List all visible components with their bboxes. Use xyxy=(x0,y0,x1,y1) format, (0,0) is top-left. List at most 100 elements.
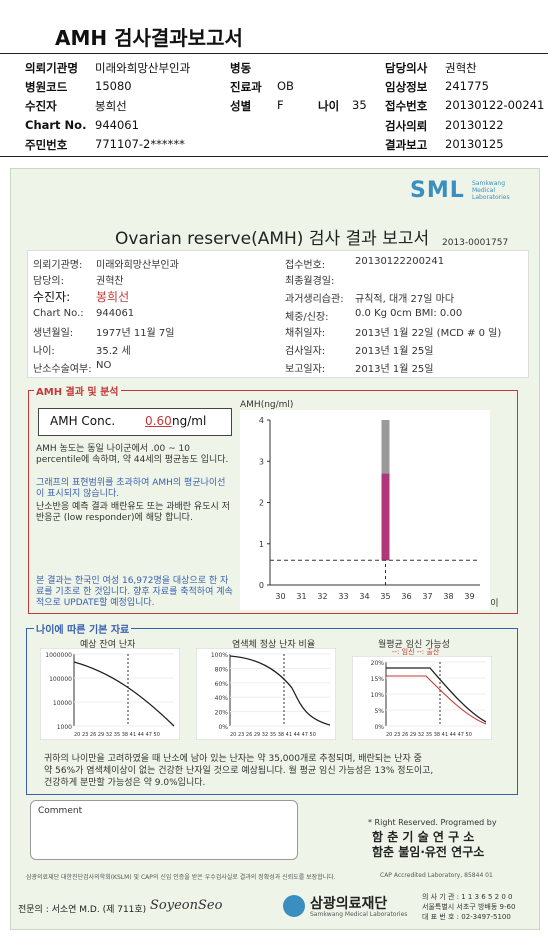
amh-conc-unit: ng/ml xyxy=(172,414,207,428)
field-value: 944061 xyxy=(95,118,139,132)
field-value: 771107-2****** xyxy=(95,137,185,151)
chart2-title: 염색체 정상 난자 비율 xyxy=(232,640,316,650)
info-value: 미래와희망산부인과 xyxy=(96,260,179,271)
y-tick-label: 0% xyxy=(374,724,384,731)
summary-line-2: 약 56%가 염색체이상이 없는 건강한 난자일 것으로 예상됩니다. 월 평균… xyxy=(44,766,434,776)
chart3-title: 월평균 임신 가능성 xyxy=(378,640,450,650)
field-label: 결과보고 xyxy=(385,138,428,152)
foundation-name: 삼광의료재단 xyxy=(310,896,388,912)
x-tick-label: 38 xyxy=(443,592,453,601)
chart-background xyxy=(240,410,490,610)
curve xyxy=(73,661,175,727)
summary-line-3: 건강하게 분만할 가능성은 약 9.0%입니다. xyxy=(44,778,206,788)
amh-conc-box xyxy=(38,408,232,436)
comment-box xyxy=(30,800,298,860)
y-tick-label: 20% xyxy=(215,710,229,717)
info-label: 보고일자: xyxy=(285,364,326,375)
field-value: 권혁찬 xyxy=(445,61,477,75)
info-label: 나이: xyxy=(33,346,55,357)
pregnancy-rate-chart: 20% 15% 10% 5% 0%20 23 26 29 32 35 38 41 44 … xyxy=(352,656,492,740)
amh-conc-label: AMH Conc. xyxy=(50,414,116,428)
info-label: 최종월경일: xyxy=(285,276,335,287)
info-value: 944061 xyxy=(96,308,135,319)
y-tick-label: 100% xyxy=(211,652,228,659)
field-value: 20130125 xyxy=(445,137,504,151)
field-label: 수진자 xyxy=(25,99,57,113)
y-tick-label: 0 xyxy=(259,581,264,590)
field-value: 15080 xyxy=(95,79,132,93)
x-tick-label: 36 xyxy=(401,592,411,601)
curve xyxy=(386,667,487,723)
info-value: 2013년 1월 25일 xyxy=(355,364,434,375)
chart-background xyxy=(196,648,336,740)
y-tick-label: 40% xyxy=(215,695,229,702)
info-label: 검사일자: xyxy=(285,346,326,357)
org-name-2: 함춘 불임·유전 연구소 xyxy=(372,845,485,859)
field-label: 임상정보 xyxy=(385,80,428,94)
info-value: NO xyxy=(96,360,112,371)
y-tick-label: 10000 xyxy=(53,700,72,707)
normal-chromosome-chart: 100% 80% 60% 40% 20% 0%20 23 26 29 32 35 38 4… xyxy=(196,648,336,740)
chart3-legend: --: 임신 --: 출산 xyxy=(392,648,440,656)
y-tick-label: 4 xyxy=(259,416,264,425)
contact-info: 의 사 기 관 : 1 1 3 6 5 2 0 0 서울특별시 서초구 방배동 9… xyxy=(422,893,516,921)
summary-line-1: 귀하의 나이만을 고려하였을 때 난소에 남아 있는 난자는 약 35,000개… xyxy=(44,754,422,764)
info-value: 2013년 1월 25일 xyxy=(355,346,434,357)
sml-logo: SML xyxy=(410,178,465,203)
x-tick-label: 34 xyxy=(359,592,369,601)
field-label: 접수번호 xyxy=(385,99,428,113)
info-label: 담당의: xyxy=(33,276,64,287)
y-tick-label: 3 xyxy=(259,457,264,466)
logo-subtitle: Samkwang Medical Laboratories xyxy=(472,180,510,201)
amh-response-prediction: 난소반응 예측 결과 배란유도 또는 과배란 유도시 저반응군 (low res… xyxy=(36,502,230,523)
report-title: Ovarian reserve(AMH) 검사 결과 보고서 xyxy=(115,229,430,249)
x-tick-labels: 20 23 26 29 32 35 38 41 44 47 50 xyxy=(230,732,316,738)
info-label: Chart No.: xyxy=(33,308,84,319)
y-tick-label: 100000 xyxy=(49,676,72,683)
amh-conc-value: 0.60 xyxy=(145,414,172,428)
info-value: 1977년 11월 7일 xyxy=(96,328,175,339)
info-label: 접수번호: xyxy=(285,260,326,271)
info-value: 35.2 세 xyxy=(96,346,131,357)
x-tick-label: 33 xyxy=(338,592,348,601)
document-number: 2013-0001757 xyxy=(442,238,509,248)
org-name-1: 함 춘 기 술 연 구 소 xyxy=(372,830,475,844)
footnote: 삼광의료재단 대한진단검사의학회(KSLM) 및 CAP의 신임 인증을 받은 … xyxy=(26,874,336,881)
field-label: 병원코드 xyxy=(25,80,68,94)
field-label: 병동 xyxy=(230,61,252,75)
info-label: 난소수술여부: xyxy=(33,364,92,375)
chart-background xyxy=(40,648,180,740)
patient-info-card xyxy=(27,250,529,378)
info-label: 체중/신장: xyxy=(285,312,329,323)
age-summary: 귀하의 나이만을 고려하였을 때 난소에 남아 있는 난자는 약 35,000개… xyxy=(44,753,433,789)
field-label: 진료과 xyxy=(230,80,262,94)
x-tick-label: 37 xyxy=(422,592,432,601)
y-tick-label: 1000 xyxy=(57,724,72,731)
field-value: 35 xyxy=(352,98,367,112)
info-value: 20130122200241 xyxy=(355,256,445,267)
cap-accreditation: CAP Accredited Laboratory, 85844 01 xyxy=(380,872,493,879)
y-tick-label: 20% xyxy=(371,660,385,667)
info-label: 생년월일: xyxy=(33,328,74,339)
amh-range-note: 그래프의 표현범위를 초과하여 AMH의 평균나이선이 표시되지 않습니다. xyxy=(36,478,226,499)
field-value: 241775 xyxy=(445,79,489,93)
age-section-title: 나이에 따른 기본 자료 xyxy=(34,621,132,636)
header-rule-top xyxy=(0,53,548,54)
field-label: 나이 xyxy=(318,99,340,113)
chart1-title: 예상 잔여 난자 xyxy=(80,640,136,650)
field-label: 성별 xyxy=(230,99,252,113)
foundation-logo-icon xyxy=(283,895,305,917)
info-value: 권혁찬 xyxy=(96,276,124,287)
y-tick-label: 1000000 xyxy=(45,652,72,659)
y-tick-label: 15% xyxy=(371,676,385,683)
field-label: Chart No. xyxy=(25,118,87,132)
field-value: 20130122-00241 xyxy=(445,98,545,112)
field-label: 의뢰기관명 xyxy=(25,61,78,75)
amh-chart-xlabel: 나이 xyxy=(482,599,499,609)
info-value: 규칙적, 대개 27일 마다 xyxy=(355,294,455,305)
signature: SoyeonSeo xyxy=(150,898,223,913)
field-value: 20130122 xyxy=(445,118,504,132)
amh-data-source-note: 본 결과는 한국인 여성 16,972명을 대상으로 한 자료를 기초로 한 것… xyxy=(36,576,233,608)
y-tick-label: 5% xyxy=(374,708,384,715)
